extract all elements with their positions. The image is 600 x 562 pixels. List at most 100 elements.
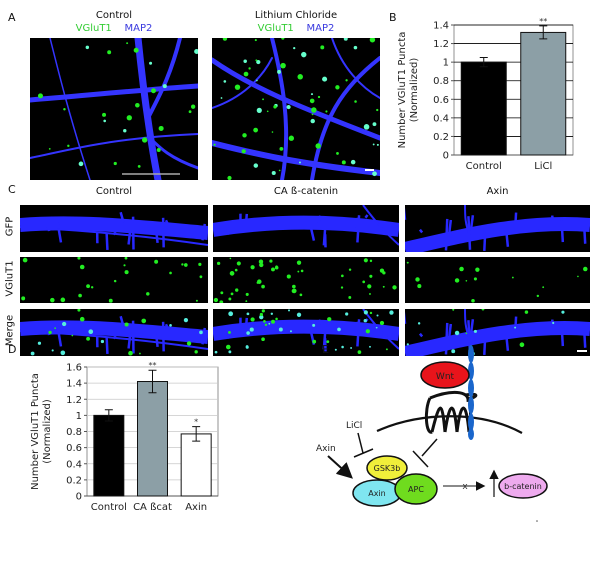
spine xyxy=(582,330,587,348)
vglut1-punctum xyxy=(245,292,249,296)
micrograph-c-ca-bcatenin-vglut1 xyxy=(213,257,399,303)
vglut1-punctum xyxy=(48,330,52,335)
spine xyxy=(467,216,472,250)
panel-c-col-control: Control xyxy=(95,186,133,197)
vglut1-punctum xyxy=(315,143,321,149)
spine xyxy=(194,226,198,230)
vglut1-punctum xyxy=(235,288,239,292)
panel-c-col-axin: Axin xyxy=(486,186,509,197)
vglut1-punctum xyxy=(459,266,464,272)
vglut1-punctum xyxy=(254,39,257,42)
vglut1-punctum xyxy=(345,79,348,82)
vglut1-punctum xyxy=(379,268,385,273)
vglut1-punctum xyxy=(88,329,94,335)
vglut1-punctum xyxy=(362,280,366,284)
vglut1-punctum xyxy=(128,350,133,356)
vglut1-punctum xyxy=(228,297,232,301)
vglut1-punctum xyxy=(281,38,285,40)
vglut1-punctum xyxy=(392,285,397,290)
vglut1-punctum xyxy=(451,349,456,354)
vglut1-punctum xyxy=(169,271,172,275)
chart-d: 0 0.2 0.4 0.6 0.8 1 1.2 1.4 1.6 Control ** CA ßcat *… xyxy=(30,361,219,513)
panel-label-c: C xyxy=(8,183,16,196)
bar-control xyxy=(93,414,125,497)
vglut1-punctum xyxy=(194,350,198,354)
vglut1-punctum xyxy=(236,261,241,266)
vglut1-punctum xyxy=(454,330,460,336)
spine xyxy=(586,223,590,228)
vglut1-punctum xyxy=(188,110,192,114)
vglut1-punctum xyxy=(369,274,373,278)
vglut1-punctum xyxy=(124,322,129,327)
vglut1-punctum xyxy=(50,297,55,303)
y-axis-label: (Normalized) xyxy=(409,58,420,123)
significance-marker: * xyxy=(194,418,198,427)
vglut1-punctum xyxy=(243,59,247,63)
cell-membrane xyxy=(376,415,523,434)
stain-vglut1: VGluT1 xyxy=(75,23,112,34)
vglut1-punctum xyxy=(214,350,218,354)
spine xyxy=(560,323,565,347)
spine xyxy=(201,223,207,241)
error-bar xyxy=(148,369,157,394)
vglut1-punctum xyxy=(126,42,129,45)
vglut1-punctum xyxy=(250,265,255,270)
vglut1-punctum xyxy=(372,171,377,177)
vglut1-punctum xyxy=(63,107,66,111)
spine xyxy=(119,315,125,327)
vglut1-punctum xyxy=(354,100,357,103)
vglut1-punctum xyxy=(250,317,255,322)
spine xyxy=(535,330,539,335)
spine xyxy=(299,216,304,227)
spine xyxy=(483,232,487,251)
vglut1-punctum xyxy=(262,98,264,101)
vglut1-punctum xyxy=(256,107,262,113)
vglut1-punctum xyxy=(255,59,258,62)
micrograph-c-control-vglut1 xyxy=(20,257,208,303)
vglut1-punctum xyxy=(149,61,153,65)
y-tick-label: 0.8 xyxy=(433,76,449,87)
panel-a-title-licl: Lithium Chloride xyxy=(254,10,338,21)
axin-label: Axin xyxy=(368,489,386,498)
vglut1-punctum xyxy=(334,348,337,351)
vglut1-punctum xyxy=(249,327,254,332)
vglut1-punctum xyxy=(524,310,529,314)
panel-c-row-gfp: GFP xyxy=(4,216,16,237)
vglut1-punctum xyxy=(222,38,228,41)
vglut1-punctum xyxy=(369,38,376,43)
vglut1-punctum xyxy=(103,119,107,123)
vglut1-punctum xyxy=(21,296,26,301)
vglut1-punctum xyxy=(583,266,588,272)
bar-ca-cat xyxy=(137,381,168,497)
vglut1-punctum xyxy=(343,38,348,41)
vglut1-punctum xyxy=(376,108,379,112)
vglut1-punctum xyxy=(133,47,139,53)
vglut1-punctum xyxy=(54,327,56,329)
vglut1-punctum xyxy=(259,312,263,317)
dendrite xyxy=(20,320,208,344)
vglut1-punctum xyxy=(86,336,91,341)
vglut1-punctum xyxy=(30,351,35,356)
y-axis-label: Number VGluT1 Puncta xyxy=(397,32,408,149)
vglut1-punctum xyxy=(337,327,341,332)
panel-c-row-vglut1: VGluT1 xyxy=(4,260,16,297)
spine xyxy=(57,228,63,243)
spine xyxy=(45,217,51,232)
vglut1-punctum xyxy=(107,50,112,55)
vglut1-punctum xyxy=(198,262,202,266)
spine xyxy=(316,319,322,331)
vglut1-punctum xyxy=(151,88,156,94)
vglut1-punctum xyxy=(274,265,279,270)
vglut1-punctum xyxy=(124,270,129,275)
vglut1-punctum xyxy=(345,312,349,316)
spine xyxy=(119,211,125,223)
panel-label-a: A xyxy=(8,11,16,24)
vglut1-punctum xyxy=(146,292,150,296)
spine xyxy=(504,222,510,247)
vglut1-punctum xyxy=(471,298,475,303)
vglut1-punctum xyxy=(137,165,141,168)
vglut1-punctum xyxy=(299,293,303,297)
vglut1-punctum xyxy=(219,300,224,303)
vglut1-punctum xyxy=(561,310,565,314)
spine xyxy=(448,219,453,233)
